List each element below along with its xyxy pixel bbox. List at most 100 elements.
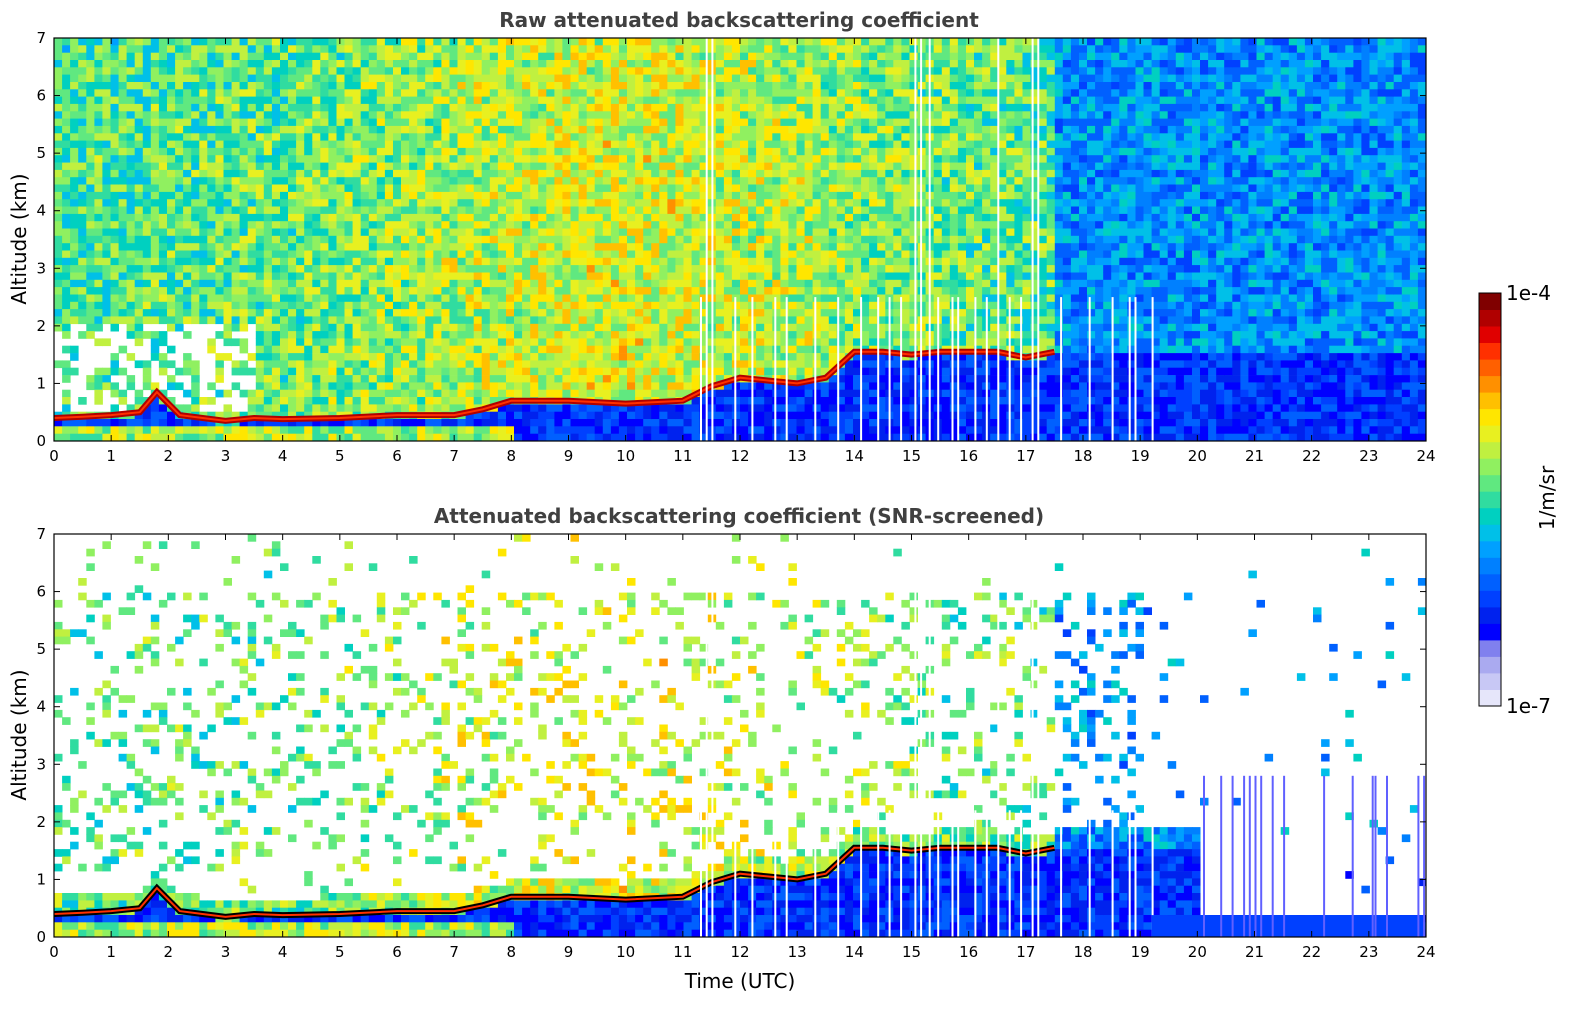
data-gap bbox=[1128, 810, 1131, 937]
spike bbox=[1271, 775, 1274, 937]
data-gap bbox=[711, 38, 714, 441]
data-gap bbox=[1008, 810, 1011, 937]
x-axis-label: Time (UTC) bbox=[684, 969, 796, 993]
colorbar-segment bbox=[1479, 375, 1501, 393]
data-gap bbox=[837, 297, 840, 441]
spike bbox=[1260, 775, 1263, 937]
data-gap bbox=[900, 810, 903, 937]
colorbar-segment bbox=[1479, 673, 1501, 690]
y-tick-label: 6 bbox=[36, 87, 46, 105]
data-gap bbox=[814, 810, 817, 937]
data-gap bbox=[734, 810, 737, 937]
y-tick-label: 7 bbox=[36, 525, 46, 543]
data-gap bbox=[1111, 297, 1114, 441]
x-axis-raw: 0 1 2 3 4 5 6 7 8 9 10 11 12 13 14 15 16 17 18 19 20 21 22 23 24 bbox=[49, 38, 1436, 465]
colorbar-segment bbox=[1479, 474, 1501, 492]
heatmap-raw bbox=[53, 38, 1427, 442]
data-gap bbox=[937, 810, 940, 937]
data-gap bbox=[920, 38, 923, 441]
spike bbox=[1371, 775, 1374, 937]
spike bbox=[1323, 775, 1326, 937]
y-tick-label: 4 bbox=[36, 698, 46, 716]
data-gap bbox=[1151, 297, 1154, 441]
data-gap bbox=[914, 534, 917, 937]
y-tick-label: 5 bbox=[36, 640, 46, 658]
y-axis-label-screened: Altitude (km) bbox=[7, 669, 31, 800]
x-tick-label: 8 bbox=[507, 447, 517, 465]
x-tick-label: 15 bbox=[902, 447, 921, 465]
x-tick-label: 1 bbox=[106, 447, 116, 465]
colorbar-top-label: 1e-4 bbox=[1506, 281, 1551, 305]
heatmap-screened bbox=[53, 534, 1427, 938]
colorbar-label: 1/m/sr bbox=[1535, 465, 1559, 530]
data-gap bbox=[985, 810, 988, 937]
data-gap bbox=[997, 38, 1000, 441]
x-tick-label: 16 bbox=[959, 447, 978, 465]
x-tick-label: 10 bbox=[616, 447, 635, 465]
x-tick-label: 20 bbox=[1188, 447, 1207, 465]
y-tick-label: 0 bbox=[36, 928, 46, 946]
data-gap bbox=[751, 810, 754, 937]
data-gap bbox=[860, 297, 863, 441]
x-tick-label: 12 bbox=[730, 447, 749, 465]
x-tick-label: 18 bbox=[1073, 447, 1092, 465]
y-axis-label-raw: Altitude (km) bbox=[7, 173, 31, 304]
data-gap bbox=[877, 810, 880, 937]
panel-screened: Attenuated backscattering coefficient (S… bbox=[7, 504, 1436, 993]
data-gap bbox=[705, 534, 708, 937]
colorbar-segment bbox=[1479, 441, 1501, 459]
x-tick-label: 21 bbox=[1245, 447, 1264, 465]
x-tick-label: 11 bbox=[673, 943, 692, 961]
colorbar-segment bbox=[1479, 408, 1501, 426]
data-gap bbox=[974, 297, 977, 441]
data-gap bbox=[888, 297, 891, 441]
x-tick-label: 17 bbox=[1016, 943, 1035, 961]
data-gap bbox=[860, 810, 863, 937]
data-gap bbox=[974, 810, 977, 937]
data-gap bbox=[1088, 810, 1091, 937]
x-tick-label: 1 bbox=[106, 943, 116, 961]
colorbar-segment bbox=[1479, 342, 1501, 360]
data-gap bbox=[1134, 810, 1137, 937]
y-axis-raw: 0 1 2 3 4 5 6 7 bbox=[36, 29, 1426, 450]
spike bbox=[1351, 775, 1354, 937]
spike bbox=[1203, 775, 1205, 937]
x-tick-label: 0 bbox=[49, 447, 59, 465]
data-gap bbox=[1020, 810, 1023, 937]
x-tick-label: 18 bbox=[1073, 943, 1092, 961]
colorbar-segment bbox=[1479, 507, 1501, 525]
x-tick-label: 13 bbox=[788, 447, 807, 465]
y-tick-label: 3 bbox=[36, 259, 46, 277]
data-gap bbox=[1111, 810, 1114, 937]
x-tick-label: 8 bbox=[507, 943, 517, 961]
colorbar-segment bbox=[1479, 524, 1501, 542]
data-gap bbox=[1088, 297, 1091, 441]
x-tick-label: 24 bbox=[1416, 447, 1435, 465]
spike bbox=[1417, 775, 1420, 937]
data-gap bbox=[900, 297, 903, 441]
x-tick-label: 6 bbox=[392, 943, 402, 961]
data-gap bbox=[1031, 38, 1034, 441]
colorbar-segment bbox=[1479, 606, 1501, 624]
data-gap bbox=[814, 297, 817, 441]
y-tick-label: 7 bbox=[36, 29, 46, 47]
data-gap bbox=[1008, 297, 1011, 441]
data-gap bbox=[957, 297, 960, 441]
x-tick-label: 23 bbox=[1359, 943, 1378, 961]
x-tick-label: 14 bbox=[845, 447, 864, 465]
spike bbox=[1423, 775, 1426, 937]
colorbar-segment bbox=[1479, 491, 1501, 509]
colorbar-segment bbox=[1479, 293, 1501, 310]
colorbar-segment bbox=[1479, 458, 1501, 476]
data-gap bbox=[711, 534, 714, 937]
spike bbox=[1283, 775, 1286, 937]
data-gap bbox=[985, 297, 988, 441]
x-tick-label: 16 bbox=[959, 943, 978, 961]
data-gap bbox=[951, 297, 954, 441]
x-tick-label: 4 bbox=[278, 447, 288, 465]
x-tick-label: 3 bbox=[221, 447, 231, 465]
data-gap bbox=[700, 297, 702, 441]
y-tick-label: 6 bbox=[36, 583, 46, 601]
x-tick-label: 9 bbox=[564, 943, 574, 961]
data-gap bbox=[774, 297, 777, 441]
